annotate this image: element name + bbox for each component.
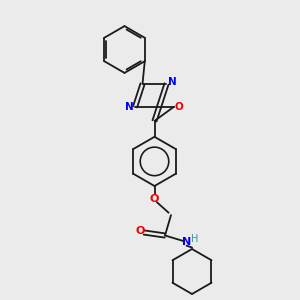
Text: O: O — [150, 194, 159, 204]
Text: N: N — [125, 102, 134, 112]
Text: O: O — [175, 102, 184, 112]
Text: O: O — [136, 226, 145, 236]
Text: H: H — [191, 234, 199, 244]
Text: N: N — [182, 237, 191, 247]
Text: N: N — [167, 77, 176, 88]
